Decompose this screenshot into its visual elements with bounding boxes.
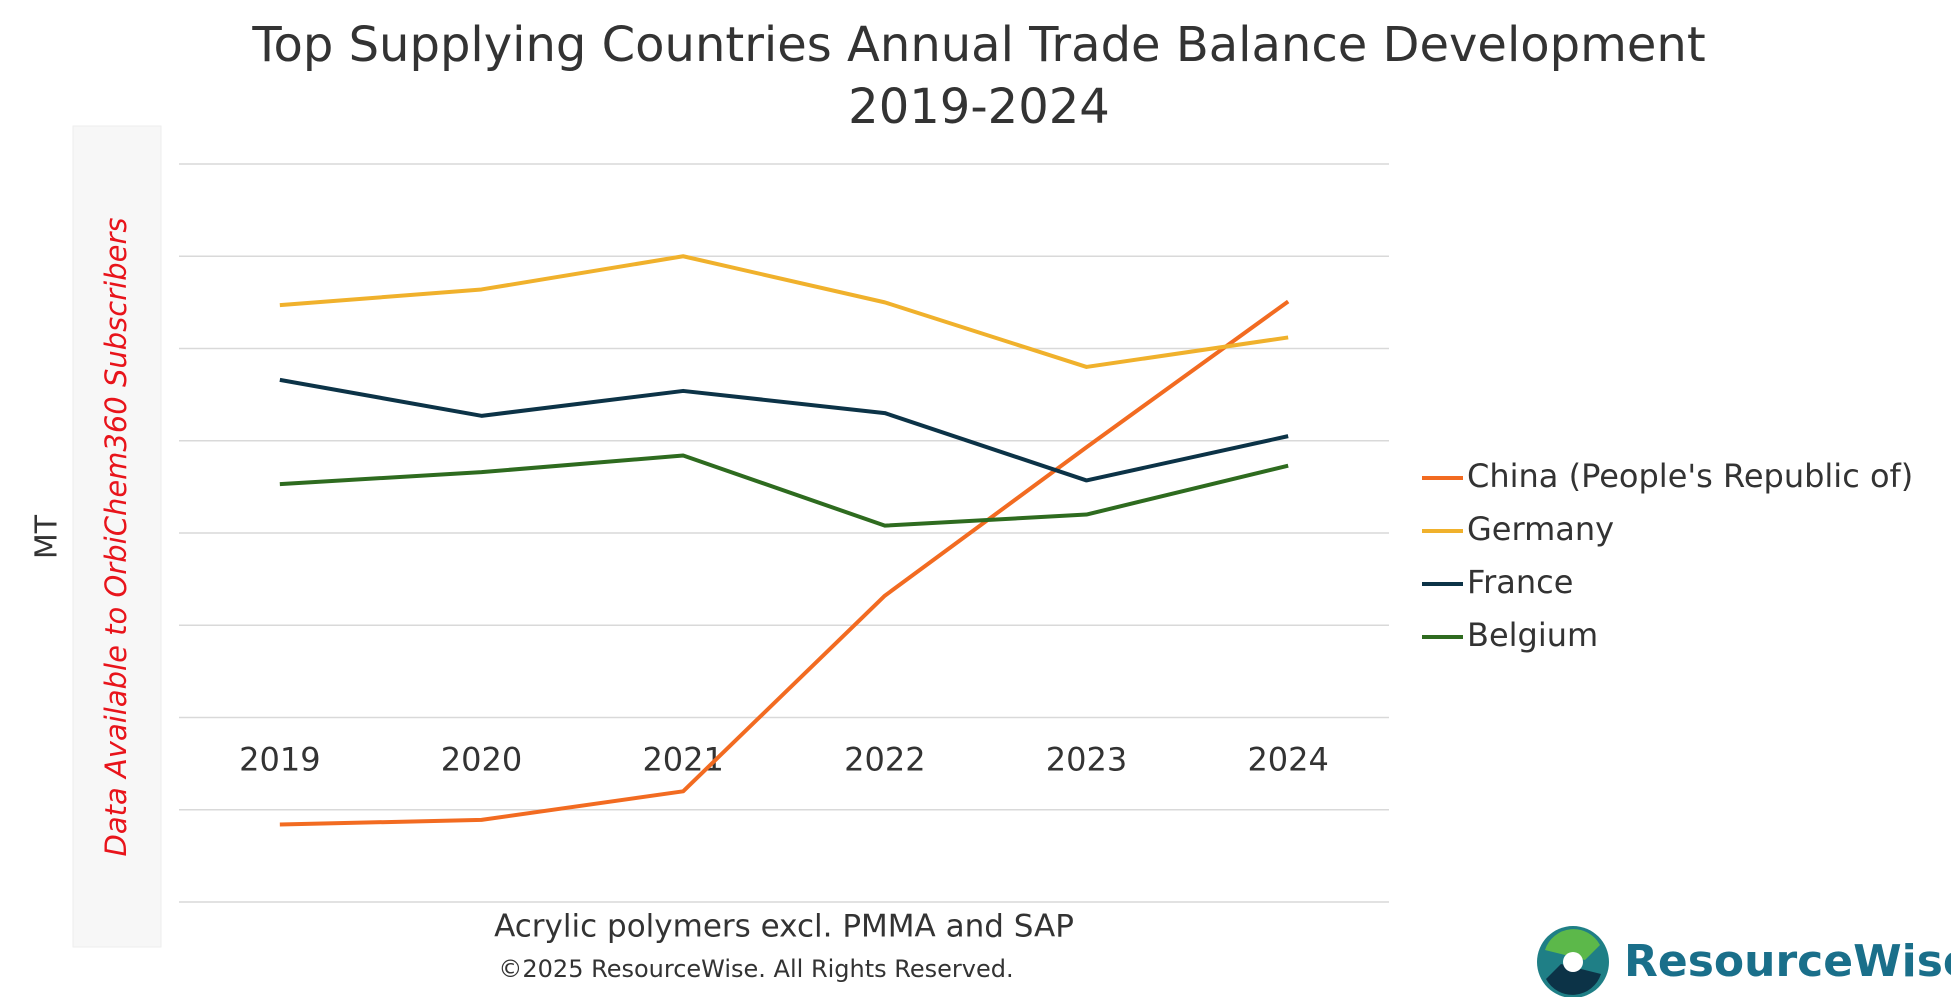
x-axis-label: Acrylic polymers excl. PMMA and SAP — [494, 909, 1074, 945]
x-tick-label: 2022 — [844, 741, 925, 779]
x-tick-label: 2020 — [441, 741, 522, 779]
copyright: ©2025 ResourceWise. All Rights Reserved. — [498, 955, 1013, 983]
line-series — [279, 299, 1290, 827]
x-tick-label: 2023 — [1046, 741, 1127, 779]
watermark-box — [72, 125, 162, 948]
legend-label: China (People's Republic of) — [1467, 457, 1913, 495]
legend-label: Germany — [1467, 510, 1614, 548]
chart-title: 2019-2024 — [848, 79, 1110, 135]
line-series — [279, 377, 1289, 483]
watermark: Data Available to OrbiChem360 Subscriber… — [99, 218, 133, 857]
legend-label: France — [1467, 563, 1573, 601]
logo-text: ResourceWise® — [1624, 936, 1951, 987]
line-series — [279, 453, 1289, 528]
line-series — [279, 254, 1289, 369]
y-axis-label: MT — [30, 514, 65, 559]
legend-label: Belgium — [1467, 616, 1598, 654]
x-tick-label: 2019 — [239, 741, 320, 779]
logo-icon — [1537, 926, 1609, 997]
chart-title: Top Supplying Countries Annual Trade Bal… — [251, 17, 1705, 73]
x-tick-label: 2024 — [1247, 741, 1328, 779]
x-tick-label: 2021 — [642, 741, 723, 779]
